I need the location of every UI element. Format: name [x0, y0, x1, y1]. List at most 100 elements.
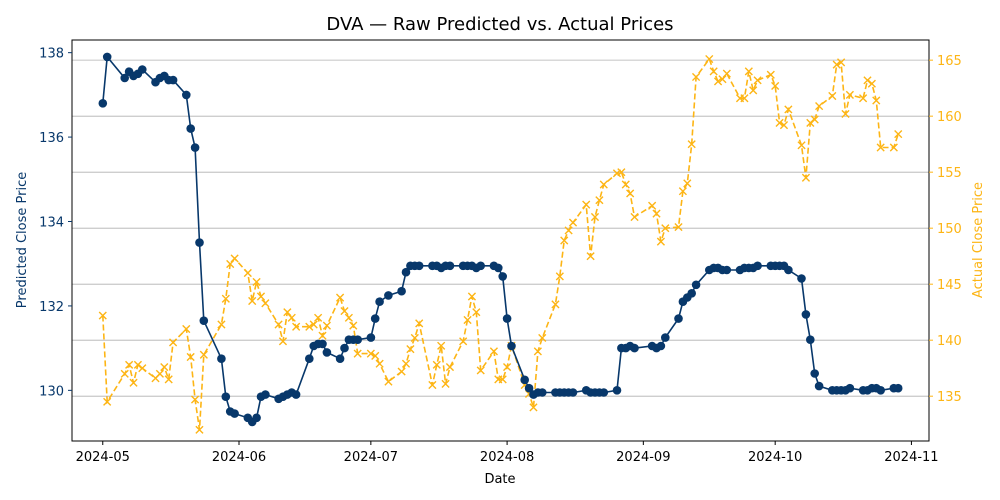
predicted-price-marker [845, 383, 855, 393]
actual-price-marker [841, 109, 850, 119]
actual-price-marker [876, 143, 885, 152]
actual-price-marker [595, 196, 604, 205]
predicted-price-marker [876, 386, 885, 395]
actual-price-marker [226, 259, 235, 269]
y-axis-right-label: Actual Close Price [971, 182, 986, 298]
actual-price-marker [120, 369, 129, 378]
y-left-tick-label: 132 [39, 300, 64, 315]
predicted-price-marker [893, 383, 903, 393]
predicted-price-marker [612, 386, 622, 395]
actual-price-marker [674, 222, 683, 232]
actual-price-marker [103, 397, 112, 406]
actual-price-marker [261, 299, 270, 308]
actual-price-marker [309, 320, 318, 329]
actual-price-marker [771, 81, 780, 91]
actual-price-marker [687, 140, 696, 149]
actual-price-marker [648, 201, 657, 210]
actual-price-marker [797, 141, 806, 150]
actual-price-marker [801, 173, 811, 182]
actual-price-marker [274, 320, 283, 329]
actual-price-marker [353, 349, 362, 358]
actual-price-marker [133, 360, 143, 369]
predicted-price-marker [801, 310, 811, 319]
predicted-price-marker [353, 335, 363, 345]
actual-price-marker [740, 94, 749, 103]
actual-price-marker [621, 180, 630, 189]
predicted-price-marker [494, 263, 503, 273]
x-axis-label: Date [484, 472, 515, 487]
y-right-tick-label: 155 [937, 166, 962, 181]
actual-price-marker [894, 129, 903, 139]
predicted-price-marker [599, 388, 609, 397]
predicted-price-marker [195, 238, 204, 247]
y-axis-left: 130 132 134 136 138 [39, 47, 72, 399]
actual-price-marker [459, 337, 468, 346]
predicted-price-marker [261, 390, 270, 399]
predicted-price-marker [414, 261, 424, 271]
actual-price-marker [125, 360, 134, 369]
actual-price-marker [489, 347, 499, 356]
actual-price-marker [221, 294, 230, 303]
actual-price-marker [551, 300, 560, 309]
actual-price-marker [779, 121, 789, 130]
predicted-price-marker [524, 383, 534, 393]
actual-price-marker [683, 179, 692, 188]
predicted-price-marker [810, 369, 819, 378]
predicted-price-marker [401, 267, 411, 277]
predicted-price-marker [656, 341, 666, 351]
actual-price-marker [401, 359, 411, 368]
actual-price-marker [428, 380, 437, 390]
actual-price-marker [828, 91, 837, 101]
actual-price-marker [582, 200, 591, 209]
predicted-price-marker [230, 409, 239, 418]
actual-price-marker [832, 60, 841, 69]
actual-price-marker [476, 366, 485, 375]
actual-price-marker [872, 96, 881, 105]
x-tick-label: 2024-07 [344, 450, 398, 465]
actual-price-marker [599, 180, 608, 189]
x-tick-label: 2024-11 [884, 450, 938, 465]
predicted-price-marker [182, 90, 191, 100]
y-right-tick-label: 160 [937, 110, 962, 125]
actual-price-marker [652, 209, 661, 218]
actual-price-marker [837, 58, 846, 67]
grid [72, 59, 929, 397]
actual-price-marker [445, 362, 455, 372]
actual-price-marker [810, 115, 819, 124]
actual-price-marker [243, 268, 252, 278]
predicted-price-marker [199, 316, 209, 326]
predicted-price-marker [691, 280, 701, 290]
predicted-price-marker [507, 341, 516, 351]
actual-price-marker [168, 338, 178, 347]
actual-price-marker [467, 292, 477, 301]
actual-price-marker [199, 350, 208, 359]
actual-price-marker [129, 378, 138, 387]
actual-price-marker [560, 236, 569, 245]
predicted-price-marker [445, 261, 455, 271]
actual-price-marker [538, 333, 547, 343]
actual-price-marker [98, 311, 107, 320]
actual-price-marker [806, 118, 815, 127]
actual-price-marker [845, 90, 854, 99]
predicted-price-marker [322, 348, 332, 357]
actual-price-marker [498, 375, 507, 384]
actual-price-marker [705, 54, 714, 64]
actual-price-marker [318, 331, 327, 340]
actual-price-marker [691, 72, 701, 82]
actual-price-marker [709, 67, 718, 76]
x-tick-label: 2024-10 [748, 450, 802, 465]
actual-price-marker [678, 187, 687, 196]
predicted-price-marker [502, 314, 512, 323]
actual-price-marker [718, 75, 727, 84]
actual-price-marker [753, 76, 762, 85]
actual-price-marker [502, 362, 512, 372]
predicted-price-marker [138, 65, 147, 74]
y-left-tick-label: 138 [39, 47, 64, 62]
y-right-tick-label: 140 [937, 334, 962, 349]
plot-frame [71, 39, 930, 442]
predicted-price-marker [120, 73, 129, 83]
actual-price-marker [371, 351, 380, 360]
predicted-price-marker [753, 261, 762, 271]
series-predicted [98, 52, 903, 427]
